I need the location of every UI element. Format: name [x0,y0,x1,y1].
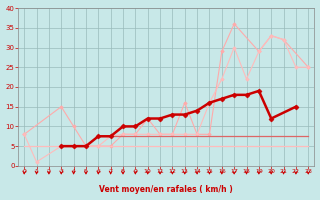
X-axis label: Vent moyen/en rafales ( km/h ): Vent moyen/en rafales ( km/h ) [100,185,233,194]
